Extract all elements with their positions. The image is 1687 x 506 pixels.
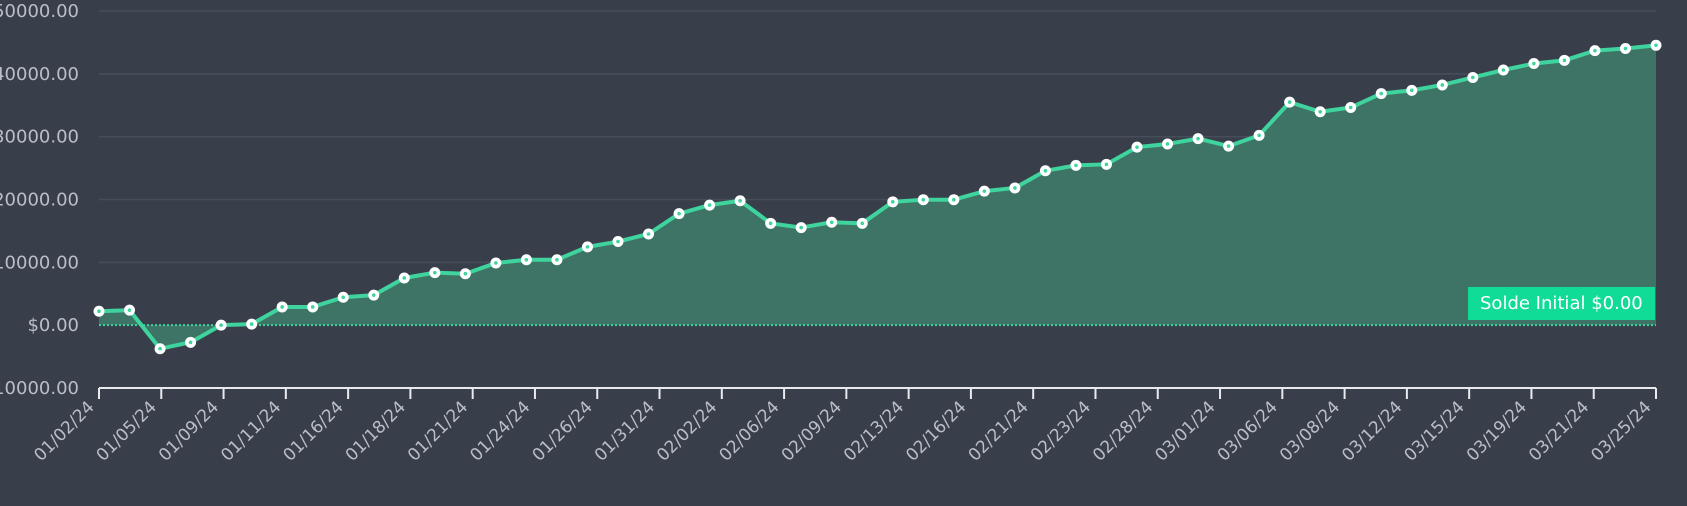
data-point-center xyxy=(402,276,407,280)
data-point-center xyxy=(127,308,132,312)
data-point-center xyxy=(890,200,895,204)
x-tick-label: 03/21/24 xyxy=(1525,397,1593,465)
data-point-center xyxy=(249,322,254,326)
data-point-center xyxy=(219,323,223,327)
data-point-center xyxy=(1226,144,1231,148)
data-point-center xyxy=(494,261,498,265)
data-point-center xyxy=(952,197,956,202)
x-tick-label: 01/05/24 xyxy=(93,397,161,465)
data-point-center xyxy=(280,305,284,309)
data-point-center xyxy=(524,257,529,262)
data-point-center xyxy=(555,257,559,262)
x-tick-label: 03/19/24 xyxy=(1463,397,1531,465)
data-point-center xyxy=(1196,136,1200,141)
y-tick-label: $20000.00 xyxy=(0,190,79,211)
x-tick-label: 01/31/24 xyxy=(591,397,659,465)
initial-balance-label: Solde Initial $0.00 xyxy=(1468,287,1655,321)
x-tick-label: 03/01/24 xyxy=(1151,397,1219,465)
data-point-center xyxy=(1532,61,1536,66)
data-point-center xyxy=(97,309,101,314)
data-point-center xyxy=(585,245,590,249)
y-tick-label: -$10000.00 xyxy=(0,378,79,399)
y-tick-label: $50000.00 xyxy=(0,1,79,22)
data-point-center xyxy=(1440,83,1445,87)
data-point-center xyxy=(646,232,651,236)
x-tick-label: 01/02/24 xyxy=(30,397,98,465)
data-point-center xyxy=(1562,58,1567,63)
x-tick-label: 02/23/24 xyxy=(1027,397,1095,465)
x-tick-label: 01/18/24 xyxy=(342,397,410,465)
x-tick-label: 03/12/24 xyxy=(1338,397,1406,465)
data-point-center xyxy=(799,225,803,230)
data-point-center xyxy=(1165,142,1170,146)
x-tick-label: 01/24/24 xyxy=(466,397,534,465)
data-point-center xyxy=(1074,163,1078,168)
balance-line xyxy=(98,43,1657,351)
y-tick-label: $30000.00 xyxy=(0,127,79,148)
data-point-center xyxy=(433,270,437,275)
x-tick-label: 03/15/24 xyxy=(1401,397,1469,465)
x-tick-label: 03/08/24 xyxy=(1276,397,1344,465)
data-point-center xyxy=(1623,46,1628,51)
x-tick-label: 01/26/24 xyxy=(529,397,597,465)
x-tick-label: 02/21/24 xyxy=(965,397,1033,465)
data-point-center xyxy=(1318,109,1322,114)
x-tick-label: 02/16/24 xyxy=(902,397,970,465)
data-point-center xyxy=(371,293,376,297)
x-tick-label: 01/11/24 xyxy=(217,397,285,465)
x-tick-label: 01/21/24 xyxy=(404,397,472,465)
data-point-center xyxy=(1654,43,1658,48)
data-point-center xyxy=(1348,105,1353,110)
data-point-center xyxy=(860,221,865,226)
data-point-center xyxy=(1379,91,1384,96)
data-point-center xyxy=(341,295,346,300)
x-tick-label: 02/02/24 xyxy=(653,397,721,465)
data-point-center xyxy=(1593,48,1597,53)
y-tick-label: $10000.00 xyxy=(0,252,79,273)
data-point-center xyxy=(1287,100,1292,104)
data-point-center xyxy=(616,239,620,244)
x-tick-label: 01/09/24 xyxy=(155,397,223,465)
data-point-center xyxy=(1135,145,1139,149)
x-tick-label: 03/25/24 xyxy=(1587,397,1655,465)
x-tick-label: 02/06/24 xyxy=(715,397,783,465)
data-point-center xyxy=(1104,162,1109,167)
data-point-center xyxy=(310,305,315,309)
data-point-center xyxy=(677,211,681,216)
x-tick-label: 02/09/24 xyxy=(778,397,846,465)
x-tick-label: 03/06/24 xyxy=(1214,397,1282,465)
data-point-center xyxy=(1257,133,1261,138)
balance-area xyxy=(99,45,1656,349)
x-tick-label: 02/28/24 xyxy=(1089,397,1157,465)
x-tick-label: 01/16/24 xyxy=(280,397,348,465)
data-point-center xyxy=(1409,88,1414,93)
data-point-center xyxy=(158,346,162,351)
data-point-center xyxy=(1501,68,1506,72)
y-tick-label: $40000.00 xyxy=(0,64,79,85)
data-point-center xyxy=(188,340,193,345)
data-point-center xyxy=(829,220,834,225)
data-point-center xyxy=(1043,168,1048,173)
y-tick-label: $0.00 xyxy=(27,315,79,336)
data-point-center xyxy=(707,203,712,207)
data-point-center xyxy=(463,271,468,276)
data-point-center xyxy=(738,198,742,203)
data-point-center xyxy=(1471,75,1475,80)
data-point-center xyxy=(921,197,926,202)
data-point-center xyxy=(982,189,987,193)
data-point-center xyxy=(1013,186,1017,190)
x-tick-label: 02/13/24 xyxy=(840,397,908,465)
data-point-center xyxy=(768,221,773,226)
